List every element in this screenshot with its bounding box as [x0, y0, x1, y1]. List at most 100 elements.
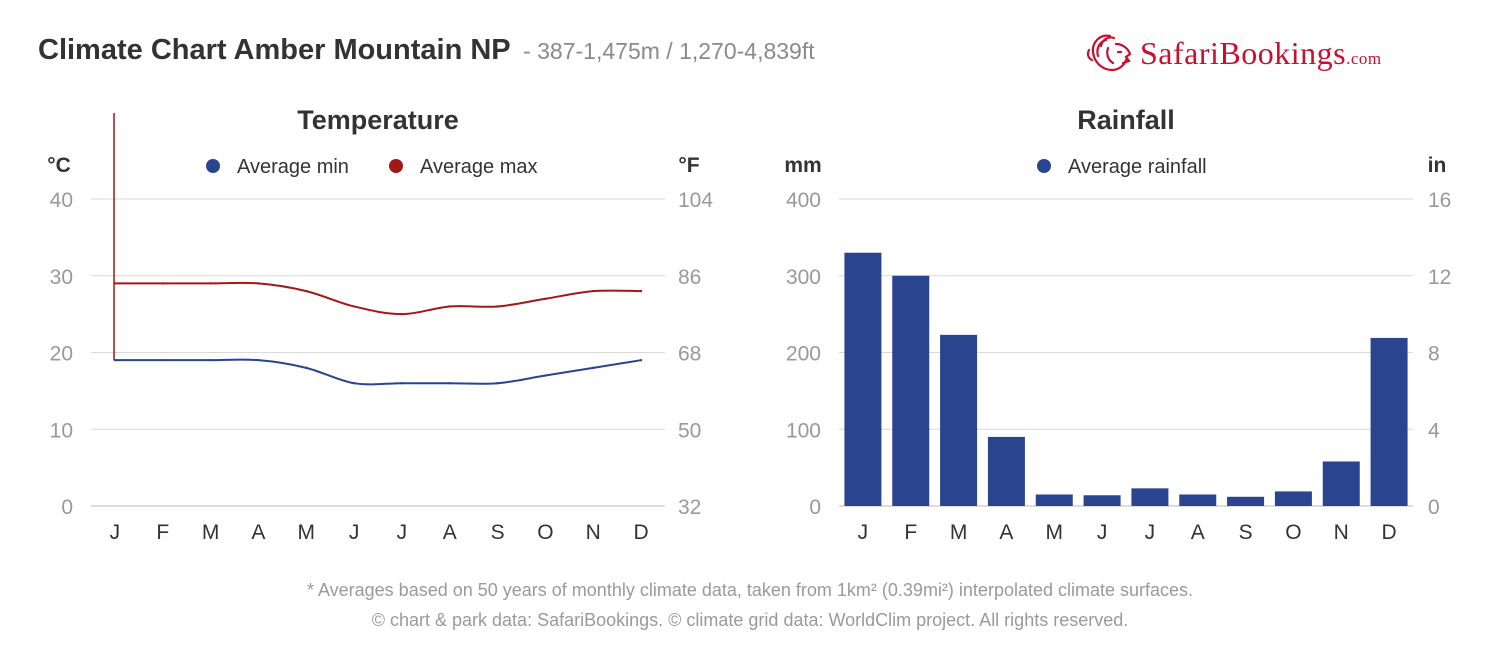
y-tick-label-right-1: 16 [1428, 189, 1451, 212]
x-tick-label-1: J [858, 521, 869, 544]
footnote-averages: * Averages based on 50 years of monthly … [306, 580, 1194, 600]
x-tick-label-0: A [443, 521, 457, 544]
data-point-min [257, 358, 260, 362]
rainfall-bar [940, 334, 978, 506]
data-point-max [448, 305, 451, 308]
data-point-min [639, 358, 643, 362]
y-tick-label-right-0: 50 [678, 419, 701, 442]
rainfall-bar [1370, 337, 1408, 506]
data-point-max [305, 289, 308, 293]
x-tick-label-0: O [537, 521, 553, 544]
data-point-max [592, 289, 595, 293]
rainfall-bar [1322, 461, 1360, 506]
footnote-copyright: © chart & park data: SafariBookings. © c… [371, 610, 1129, 630]
brand-name: SafariBookings.com [1140, 35, 1382, 72]
rainfall-bar [987, 436, 1025, 506]
data-point-max [400, 312, 404, 316]
data-point-min [400, 382, 404, 385]
y-tick-label-right-1: 0 [1428, 496, 1440, 519]
data-point-max [161, 282, 164, 285]
y-tick-label-right-1: 8 [1428, 343, 1440, 366]
data-point-min [209, 358, 212, 362]
x-tick-label-1: A [1191, 521, 1205, 544]
data-point-min [352, 382, 356, 385]
series-line-max [114, 281, 642, 316]
series-line-min [114, 358, 642, 386]
data-point-min [448, 382, 451, 385]
legend-label-0: Average min [237, 156, 349, 178]
y-tick-label-left-1: 300 [786, 266, 821, 289]
lion-logo-icon [1086, 34, 1132, 72]
x-tick-label-1: F [904, 521, 917, 544]
x-tick-label-0: M [202, 521, 220, 544]
y-tick-label-left-0: 40 [50, 189, 73, 212]
chart-header: Climate Chart Amber Mountain NP - 387-1,… [38, 34, 815, 67]
legend-marker-0 [206, 159, 220, 173]
x-tick-label-1: J [1145, 521, 1156, 544]
x-tick-label-0: J [110, 521, 121, 544]
x-tick-label-1: N [1334, 521, 1349, 544]
data-point-max [113, 282, 117, 285]
legend-marker-0 [389, 159, 403, 173]
x-tick-label-0: A [251, 521, 265, 544]
x-tick-label-0: M [298, 521, 316, 544]
data-point-min [305, 366, 308, 370]
brand-logo[interactable]: SafariBookings.com [1086, 30, 1382, 76]
y-tick-label-left-1: 100 [786, 419, 821, 442]
y-tick-label-right-1: 4 [1428, 419, 1440, 442]
rainfall-bar [1274, 491, 1312, 506]
y-tick-label-right-0: 104 [678, 189, 713, 212]
x-tick-label-1: M [950, 521, 968, 544]
brand-name-main: SafariBookings [1140, 34, 1347, 71]
page-subtitle: - 387-1,475m / 1,270-4,839ft [523, 38, 815, 64]
y-tick-label-left-1: 0 [809, 496, 821, 519]
legend-label-1: Average rainfall [1068, 156, 1207, 178]
y-tick-label-left-1: 200 [786, 343, 821, 366]
y-tick-label-right-0: 86 [678, 266, 701, 289]
data-point-max [257, 282, 260, 285]
x-tick-label-0: J [349, 521, 360, 544]
data-point-min [161, 358, 164, 362]
x-tick-label-0: J [397, 521, 408, 544]
chart-title-0: Temperature [297, 105, 459, 135]
x-tick-label-1: M [1046, 521, 1064, 544]
y-axis-unit-left-0: °C [47, 154, 71, 177]
data-point-min [592, 366, 595, 370]
data-point-max [209, 282, 212, 285]
y-tick-label-left-0: 10 [50, 419, 73, 442]
data-point-min [496, 382, 499, 385]
x-tick-label-0: D [633, 521, 648, 544]
y-tick-label-right-0: 68 [678, 343, 701, 366]
legend-marker-1 [1037, 159, 1051, 173]
data-point-max [544, 297, 547, 300]
data-point-max [639, 289, 643, 293]
rainfall-bar [1227, 496, 1265, 506]
y-axis-unit-right-1: in [1428, 154, 1447, 177]
data-point-max [352, 305, 356, 308]
x-tick-label-0: F [156, 521, 169, 544]
x-tick-label-1: S [1239, 521, 1253, 544]
data-point-min [544, 374, 547, 377]
data-point-max [496, 305, 499, 308]
rainfall-bar [1083, 495, 1121, 506]
y-tick-label-left-0: 0 [61, 496, 73, 519]
x-tick-label-1: A [999, 521, 1013, 544]
rainfall-bar [844, 252, 882, 506]
data-point-min [113, 358, 117, 362]
chart-title-1: Rainfall [1077, 105, 1175, 135]
legend-label-0: Average max [420, 156, 537, 178]
page-title: Climate Chart Amber Mountain NP [38, 34, 511, 66]
y-tick-label-right-1: 12 [1428, 266, 1451, 289]
y-tick-label-left-0: 20 [50, 343, 73, 366]
rainfall-bar [892, 275, 930, 506]
y-tick-label-right-0: 32 [678, 496, 701, 519]
y-tick-label-left-0: 30 [50, 266, 73, 289]
x-tick-label-1: O [1285, 521, 1301, 544]
rainfall-bar [1131, 488, 1169, 506]
x-tick-label-0: S [491, 521, 505, 544]
x-tick-label-1: J [1097, 521, 1108, 544]
x-tick-label-1: D [1381, 521, 1396, 544]
y-tick-label-left-1: 400 [786, 189, 821, 212]
y-axis-unit-left-1: mm [784, 154, 821, 177]
